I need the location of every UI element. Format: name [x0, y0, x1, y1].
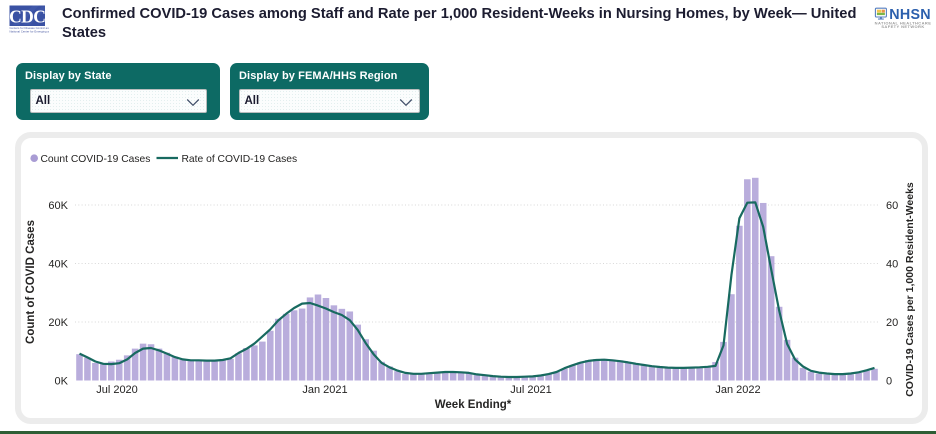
svg-text:20: 20: [886, 317, 898, 329]
svg-text:SAFETY NETWORK: SAFETY NETWORK: [881, 24, 924, 29]
svg-text:Count of COVID Cases: Count of COVID Cases: [25, 220, 37, 344]
svg-text:Jan 2021: Jan 2021: [302, 384, 347, 396]
svg-text:Jul 2021: Jul 2021: [510, 384, 552, 396]
svg-text:0K: 0K: [55, 376, 69, 388]
svg-text:Jul 2020: Jul 2020: [96, 384, 138, 396]
svg-text:COVID-19 Cases per 1,000 Resid: COVID-19 Cases per 1,000 Resident-Weeks: [904, 182, 916, 397]
svg-text:NATIONAL HEALTHCARE: NATIONAL HEALTHCARE: [875, 20, 932, 25]
svg-text:40: 40: [886, 259, 898, 271]
svg-text:20K: 20K: [48, 317, 68, 329]
svg-text:0: 0: [886, 376, 892, 388]
svg-text:National Center for Emerging a: National Center for Emerging and Zoonoti…: [10, 30, 50, 34]
svg-text:60K: 60K: [48, 200, 68, 212]
svg-text:Count COVID-19 Cases: Count COVID-19 Cases: [41, 154, 151, 165]
svg-text:NHSN: NHSN: [889, 7, 931, 23]
svg-text:CDC: CDC: [9, 6, 45, 26]
svg-text:Week Ending*: Week Ending*: [435, 399, 512, 411]
svg-text:40K: 40K: [48, 259, 68, 271]
svg-text:Jan 2022: Jan 2022: [715, 384, 760, 396]
svg-text:Centers for Disease Control an: Centers for Disease Control and Preventi…: [10, 26, 50, 30]
svg-text:Rate of COVID-19 Cases: Rate of COVID-19 Cases: [182, 154, 298, 165]
svg-text:60: 60: [886, 200, 898, 212]
